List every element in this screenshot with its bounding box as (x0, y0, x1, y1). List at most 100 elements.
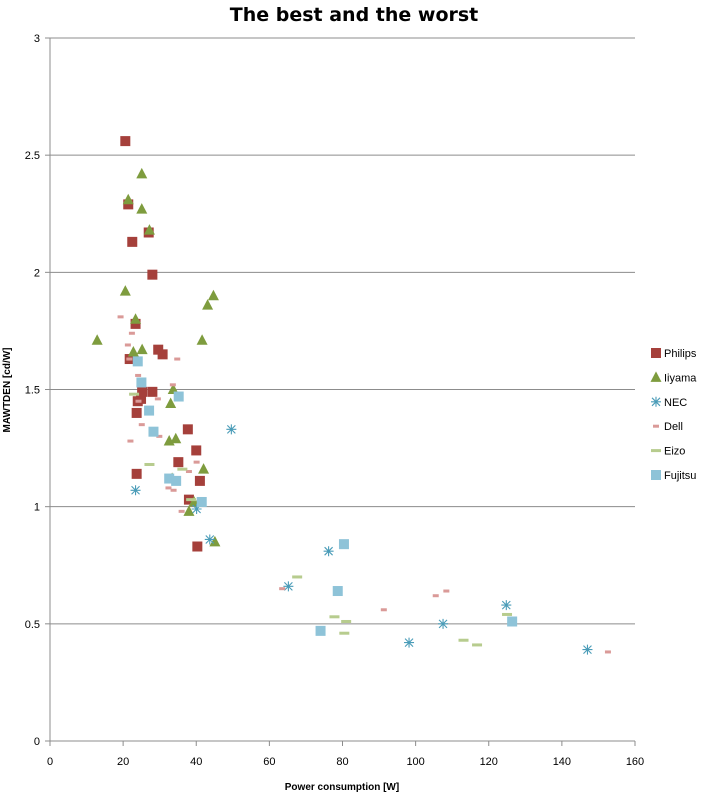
dell-point (124, 343, 131, 347)
eizo-point (458, 638, 469, 642)
iiyama-point (167, 383, 179, 394)
fujitsu-point (136, 377, 147, 388)
dell-point (432, 594, 439, 598)
philips-point (130, 318, 141, 329)
dell-point (138, 423, 145, 427)
y-tick-label: 0.5 (25, 619, 40, 631)
legend-fujitsu-label: Fujitsu (664, 470, 696, 482)
nec-point (191, 504, 202, 515)
nec-point (204, 534, 215, 545)
dell-point (117, 315, 124, 319)
legend: Philips Iiyama NEC Dell Eizo Fujitsu (650, 348, 697, 482)
iiyama-point (143, 224, 155, 235)
iiyama-point (207, 289, 219, 301)
dell-point (126, 357, 133, 361)
dell-point (604, 650, 611, 654)
philips-point (137, 386, 148, 397)
iiyama-point (130, 313, 142, 324)
philips-point (127, 236, 138, 247)
dell-point (135, 399, 142, 403)
eizo-point (502, 612, 513, 616)
fujitsu-point (148, 426, 159, 437)
y-tick-label: 1.5 (25, 385, 40, 397)
eizo-point (177, 467, 188, 471)
x-tick-label: 60 (263, 756, 275, 768)
nec-point (226, 424, 237, 435)
nec-point (501, 600, 512, 611)
dell-point (128, 331, 135, 335)
eizo-point (292, 575, 303, 579)
nec-point (283, 581, 294, 592)
legend-philips-label: Philips (664, 348, 697, 360)
iiyama-point (183, 505, 195, 516)
philips-point (192, 541, 203, 552)
fujitsu-point (173, 391, 184, 402)
legend-dell-label: Dell (664, 421, 683, 433)
legend-eizo-label: Eizo (664, 446, 685, 458)
philips-point (147, 269, 158, 280)
iiyama-point (127, 346, 139, 357)
nec-point (323, 546, 334, 557)
eizo-point (339, 631, 350, 635)
eizo-point (329, 615, 340, 619)
philips-point (194, 475, 205, 486)
philips-point (123, 199, 134, 210)
iiyama-point (165, 397, 177, 409)
fujitsu-point (507, 616, 518, 627)
legend-nec-label: NEC (664, 397, 687, 409)
fujitsu-point (164, 473, 175, 484)
eizo-point (129, 392, 140, 396)
dell-point (380, 608, 387, 612)
fujitsu-point (144, 405, 155, 416)
nec-point (582, 644, 593, 655)
legend-nec-marker (651, 396, 661, 407)
nec-point (404, 637, 415, 648)
chart-title: The best and the worst (230, 4, 479, 26)
iiyama-point (136, 167, 148, 179)
dell-point (154, 397, 161, 401)
nec-point (438, 618, 449, 629)
dell-point (135, 373, 142, 377)
eizo-point (341, 619, 352, 623)
philips-point (157, 349, 168, 360)
philips-point (147, 386, 158, 397)
iiyama-point (91, 334, 103, 345)
philips-point (191, 445, 202, 456)
dell-point (127, 439, 134, 443)
y-axis-label: MAWTDEN [cd/W] (2, 348, 13, 433)
nec-point (130, 485, 141, 496)
fujitsu-point (196, 496, 207, 507)
eizo-point (472, 643, 483, 647)
iiyama-point (119, 285, 131, 296)
x-tick-label: 160 (626, 756, 644, 768)
legend-fujitsu-marker (651, 470, 661, 480)
fujitsu-point (132, 356, 143, 367)
y-tick-label: 0 (34, 736, 40, 748)
axes (45, 37, 636, 746)
dell-point (178, 509, 185, 513)
dell-point (169, 383, 176, 387)
y-tick-label: 1 (34, 502, 40, 514)
y-tick-label: 2.5 (25, 150, 40, 162)
x-tick-label: 40 (190, 756, 202, 768)
gridlines (50, 37, 635, 625)
dell-point (174, 357, 181, 361)
iiyama-point (202, 299, 214, 310)
iiyama-point (170, 432, 182, 444)
dell-point (170, 488, 177, 492)
fujitsu-point (332, 586, 343, 597)
philips-point (173, 457, 184, 468)
dell-point (443, 589, 450, 593)
legend-eizo-marker (651, 449, 661, 453)
iiyama-point (196, 334, 208, 345)
y-tick-label: 3 (34, 33, 40, 45)
x-tick-label: 120 (480, 756, 498, 768)
philips-point (131, 468, 142, 479)
dell-point (193, 460, 200, 464)
tick-labels: 0 0.5 1 1.5 2 2.5 3 0 20 40 60 80 100 120 140 160 (25, 33, 644, 768)
legend-iiyama-label: Iiyama (664, 372, 697, 384)
iiyama-point (136, 203, 148, 214)
iiyama-point (198, 463, 210, 474)
philips-point (131, 407, 142, 418)
